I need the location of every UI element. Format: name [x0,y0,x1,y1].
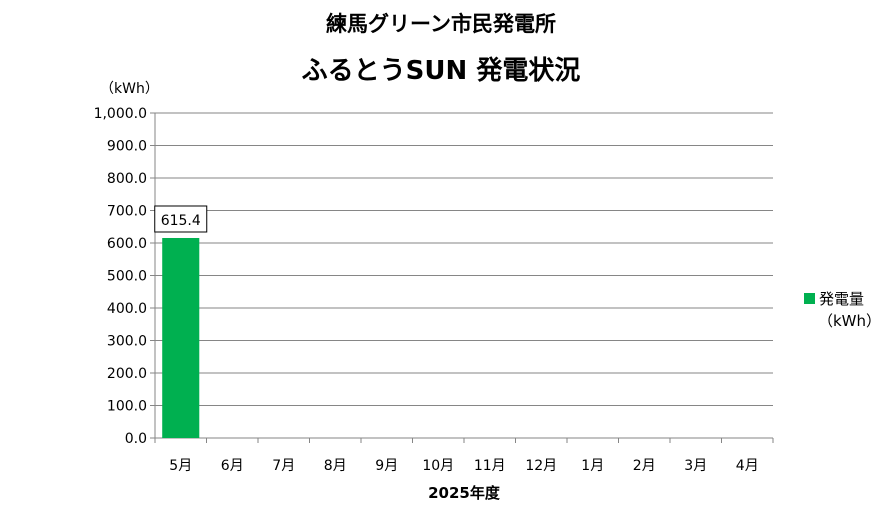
bar [162,237,200,438]
x-tick-label: 8月 [324,458,347,474]
x-tick-label: 1月 [581,458,604,474]
x-tick-label: 7月 [272,458,295,474]
y-tick-label: 800.0 [107,171,147,187]
y-axis-unit: （kWh） [100,81,159,97]
x-tick-label: 5月 [169,458,192,474]
x-tick-label: 6月 [221,458,244,474]
y-tick-label: 300.0 [107,334,147,350]
x-tick-label: 3月 [684,458,707,474]
x-tick-label: 9月 [375,458,398,474]
y-tick-label: 600.0 [107,236,147,252]
data-label-box [154,205,208,233]
chart-title: 練馬グリーン市民発電所 [326,12,556,36]
y-tick-label: 100.0 [107,399,147,415]
data-label: 615.4 [161,213,201,229]
x-tick-label: 11月 [474,458,506,474]
y-tick-label: 200.0 [107,366,147,382]
chart-subtitle: ふるとうSUN 発電状況 [301,56,581,86]
legend: 発電量 （kWh） [804,288,881,332]
y-tick-label: 500.0 [107,269,147,285]
x-tick-label: 2月 [633,458,656,474]
x-axis-title: 2025年度 [428,484,501,502]
y-tick-label: 900.0 [107,139,147,155]
y-tick-label: 700.0 [107,204,147,220]
x-tick-label: 4月 [736,458,759,474]
x-tick-label: 12月 [525,458,557,474]
y-tick-label: 1,000.0 [94,106,147,122]
y-tick-label: 0.0 [125,431,147,447]
x-tick-label: 10月 [422,458,454,474]
legend-series-name: 発電量 [819,290,865,308]
legend-series-unit: （kWh） [818,312,882,330]
legend-swatch [804,293,815,304]
y-tick-label: 400.0 [107,301,147,317]
